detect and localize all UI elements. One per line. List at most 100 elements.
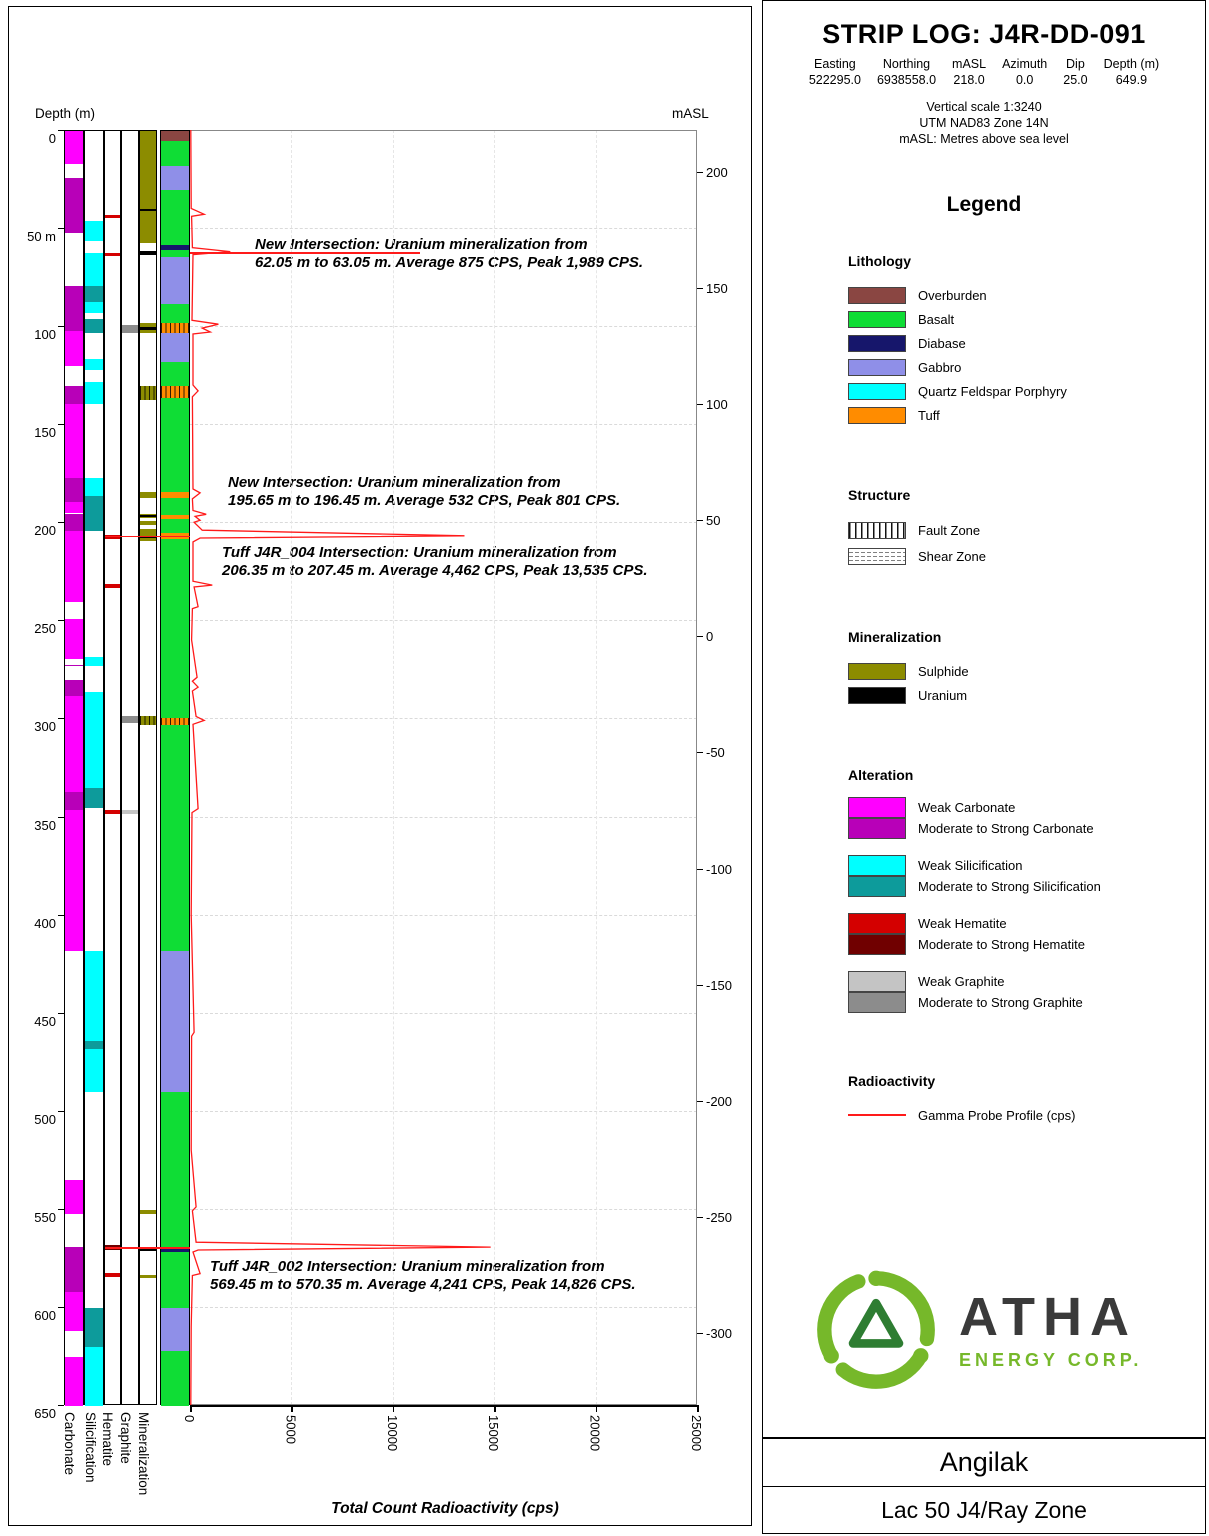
carbonate-interval	[65, 1292, 83, 1332]
intersection-annotation-2: New Intersection: Uranium mineralization…	[228, 474, 620, 509]
carbonate-interval	[65, 1356, 83, 1406]
legend-section-structure: Structure Fault Zone Shear Zone	[848, 487, 1191, 569]
legend-item-label: Moderate to Strong Carbonate	[918, 821, 1094, 836]
mineralization-interval	[140, 521, 156, 526]
fault-swatch	[848, 521, 906, 539]
gamma-x-tick	[392, 1405, 395, 1412]
silicification-interval	[85, 221, 103, 241]
cps-gridline	[291, 130, 293, 1405]
silicification-interval	[85, 788, 103, 808]
lithology-interval	[161, 515, 189, 520]
legend-section-alteration: Alteration Weak Carbonate Moderate to Stro…	[848, 767, 1191, 1013]
color-swatch	[848, 382, 906, 400]
legend-item-label: Weak Graphite	[918, 974, 1005, 989]
depth-tick	[58, 130, 64, 131]
depth-tick	[58, 522, 64, 524]
legend-alteration-group: Weak Hematite Moderate to Strong Hematite	[848, 913, 1191, 955]
shear-swatch	[848, 547, 906, 565]
depth-tick-label: 150	[34, 425, 56, 441]
silicification-interval	[85, 301, 103, 314]
intersection-annotation-4: Tuff J4R_002 Intersection: Uranium miner…	[210, 1258, 636, 1293]
legend-item: Weak Carbonate	[848, 797, 1191, 818]
legend-item: Fault Zone	[848, 517, 1191, 543]
gamma-profile-plot	[190, 129, 491, 1406]
legend-item-label: Weak Carbonate	[918, 800, 1016, 815]
legend-item: Moderate to Strong Carbonate	[848, 818, 1191, 839]
intersection-annotation-1: New Intersection: Uranium mineralization…	[255, 236, 643, 271]
collar-info-table: Easting 522295.0 Northing 6938558.0 mASL 218.…	[763, 57, 1205, 87]
color-swatch	[848, 855, 906, 876]
gamma-x-tick-label: 15000	[486, 1415, 502, 1452]
legend-item-label: Moderate to Strong Graphite	[918, 995, 1083, 1010]
legend-item-label: Weak Hematite	[918, 916, 1007, 931]
legend-heading: Legend	[946, 193, 1022, 216]
color-swatch	[848, 971, 906, 992]
legend-item: Basalt	[848, 307, 1191, 331]
scale-notes: Vertical scale 1:3240 UTM NAD83 Zone 14N…	[763, 99, 1205, 147]
legend-sections: Lithology Overburden Basalt Diabase Gabbro Qu…	[848, 253, 1191, 1187]
annotation-line: 62.05 m to 63.05 m. Average 875 CPS, Pea…	[255, 253, 644, 271]
annotation-line: 195.65 m to 196.45 m. Average 532 CPS, P…	[228, 491, 621, 509]
annotation-line: New Intersection: Uranium mineralization…	[228, 474, 561, 491]
collar-info-label: Depth (m)	[1103, 57, 1160, 71]
silicification-interval	[85, 1347, 103, 1406]
masl-tick	[697, 171, 703, 173]
collar-info-value: 0.0	[1015, 73, 1034, 87]
silicification-interval	[85, 358, 103, 371]
lithology-interval	[161, 1092, 189, 1250]
legend-item: Gabbro	[848, 355, 1191, 379]
legend-alteration-group: Weak Graphite Moderate to Strong Graphite	[848, 971, 1191, 1013]
masl-tick-label: 150	[706, 280, 728, 296]
intersection-annotation-3: Tuff J4R_004 Intersection: Uranium miner…	[222, 544, 648, 579]
mineralization-interval	[140, 1247, 156, 1252]
legend-item: Weak Silicification	[848, 855, 1191, 876]
carbonate-interval	[65, 792, 83, 810]
carbonate-interval	[65, 531, 83, 602]
annotation-leader-line	[105, 1247, 190, 1249]
gamma-x-tick	[190, 1405, 192, 1412]
depth-tick	[58, 1405, 64, 1406]
depth-gridline	[190, 326, 697, 328]
masl-tick-label: -100	[706, 861, 733, 877]
masl-tick	[697, 1100, 703, 1102]
lithology-interval	[161, 189, 189, 245]
project-name: Angilak	[763, 1439, 1205, 1487]
masl-tick	[697, 752, 703, 754]
silicification-column	[84, 130, 104, 1406]
depth-tick-label: 600	[34, 1307, 56, 1323]
carbonate-column	[64, 130, 84, 1406]
mineralization-interval	[140, 250, 156, 255]
carbonate-interval	[65, 386, 83, 404]
depth-gridline	[190, 816, 697, 818]
silicification-interval	[85, 692, 103, 789]
column-label: Mineralization	[136, 1412, 151, 1496]
legend-item-label: Gamma Probe Profile (cps)	[918, 1107, 1076, 1123]
lithology-interval	[161, 131, 189, 141]
lithology-interval	[161, 950, 189, 1093]
collar-info-value: 218.0	[953, 73, 985, 87]
lithology-column	[160, 130, 190, 1406]
depth-gridline	[190, 228, 697, 230]
color-swatch	[848, 662, 906, 680]
depth-gridline	[190, 1110, 697, 1112]
depth-tick-label: 650	[34, 1406, 56, 1421]
masl-tick	[697, 520, 703, 522]
carbonate-interval	[65, 501, 83, 514]
hematite-interval	[105, 1272, 120, 1277]
logo-name: ATHA	[959, 1286, 1137, 1347]
silicification-interval	[85, 950, 103, 1042]
carbonate-interval	[65, 478, 83, 502]
legend-item-label: Gabbro	[918, 359, 962, 375]
legend-section-title: Mineralization	[848, 629, 942, 645]
legend-section-title: Alteration	[848, 767, 914, 783]
lithology-interval	[161, 497, 189, 516]
legend-panel: STRIP LOG: J4R-DD-091 Easting 522295.0 Nor…	[762, 0, 1206, 1534]
mineralization-interval	[140, 515, 156, 518]
carbonate-interval	[65, 285, 83, 332]
lithology-interval	[161, 1252, 189, 1308]
lithology-interval	[161, 386, 189, 398]
mineralization-interval	[140, 327, 156, 331]
gamma-x-tick	[494, 1405, 496, 1412]
lithology-interval	[161, 519, 189, 534]
